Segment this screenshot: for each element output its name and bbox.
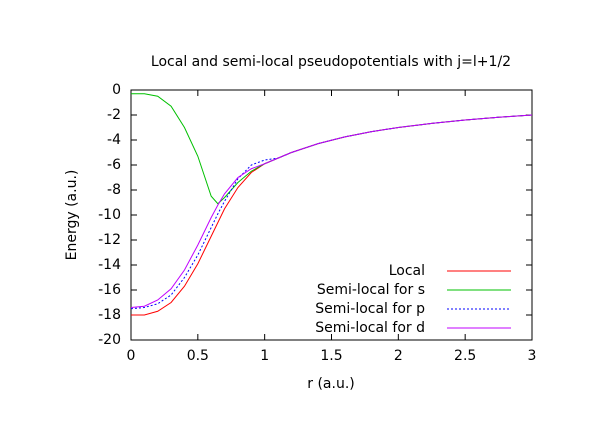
legend-label: Semi-local for p <box>315 301 425 317</box>
chart-title: Local and semi-local pseudopotentials wi… <box>151 54 511 70</box>
x-tick-label: 2 <box>394 348 403 364</box>
x-tick-label: 0.5 <box>187 348 209 364</box>
y-tick-label: -4 <box>107 132 121 148</box>
x-tick-label: 0 <box>127 348 136 364</box>
y-tick-label: -14 <box>98 257 121 273</box>
y-tick-label: 0 <box>112 82 121 98</box>
x-tick-label: 1 <box>260 348 269 364</box>
y-tick-label: -6 <box>107 157 121 173</box>
y-tick-label: -12 <box>98 232 121 248</box>
x-tick-label: 3 <box>528 348 537 364</box>
legend-label: Local <box>389 263 425 279</box>
y-axis-label: Energy (a.u.) <box>64 170 80 261</box>
legend-label: Semi-local for d <box>315 320 425 336</box>
legend-label: Semi-local for s <box>317 282 425 298</box>
y-tick-label: -18 <box>98 307 121 323</box>
series-line <box>130 114 533 308</box>
y-tick-label: -2 <box>107 107 121 123</box>
x-axis-label: r (a.u.) <box>307 376 354 392</box>
y-tick-label: -16 <box>98 282 121 298</box>
y-tick-label: -20 <box>98 332 121 348</box>
x-tick-label: 1.5 <box>320 348 342 364</box>
x-tick-label: 2.5 <box>454 348 476 364</box>
y-tick-label: -10 <box>98 207 121 223</box>
y-tick-label: -8 <box>107 182 121 198</box>
